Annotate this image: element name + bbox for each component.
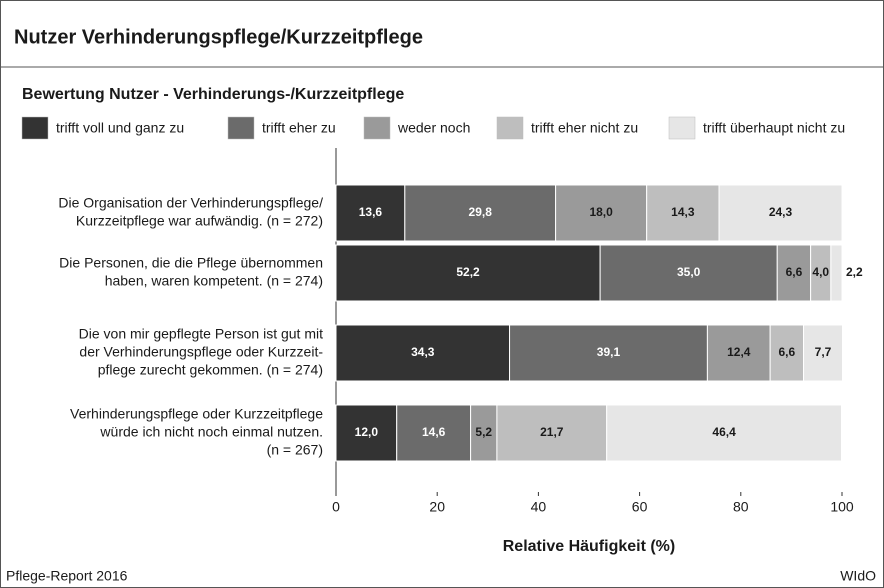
category-label: (n = 267) xyxy=(267,442,323,458)
value-label: 52,2 xyxy=(456,265,480,279)
legend-swatch xyxy=(363,116,391,140)
value-label: 21,7 xyxy=(540,425,564,439)
category-label: haben, waren kompetent. (n = 274) xyxy=(105,273,323,289)
value-label: 24,3 xyxy=(769,205,793,219)
bar-segment xyxy=(803,324,844,382)
chart-title: Nutzer Verhinderungspflege/Kurzzeitpfleg… xyxy=(14,26,423,48)
bar-segment xyxy=(776,244,812,302)
x-tick-label: 40 xyxy=(531,499,547,515)
legend-label: trifft voll und ganz zu xyxy=(56,120,184,136)
value-label: 39,1 xyxy=(597,345,621,359)
value-label: 46,4 xyxy=(712,425,736,439)
value-label: 12,4 xyxy=(727,345,751,359)
value-label: 2,2 xyxy=(846,265,863,279)
legend-swatch xyxy=(21,116,49,140)
value-label: 12,0 xyxy=(355,425,379,439)
chart-subtitle: Bewertung Nutzer - Verhinderungs-/Kurzze… xyxy=(22,86,404,103)
value-label: 6,6 xyxy=(779,345,796,359)
bar-segment xyxy=(396,404,472,462)
footer-left: Pflege-Report 2016 xyxy=(6,568,128,584)
footer-right: WIdO xyxy=(840,568,876,584)
legend-swatch xyxy=(227,116,255,140)
value-label: 5,2 xyxy=(475,425,492,439)
value-label: 13,6 xyxy=(359,205,383,219)
category-label: Die Organisation der Verhinderungspflege… xyxy=(58,195,323,211)
category-label: Verhinderungspflege oder Kurzzeitpflege xyxy=(70,406,323,422)
legend-label: trifft überhaupt nicht zu xyxy=(703,120,845,136)
bar-segment xyxy=(335,324,511,382)
category-label: pflege zurecht gekommen. (n = 274) xyxy=(98,362,323,378)
x-axis-title: Relative Häufigkeit (%) xyxy=(503,538,675,555)
value-label: 18,0 xyxy=(589,205,613,219)
legend-swatch xyxy=(668,116,696,140)
category-label: würde ich nicht noch einmal nutzen. xyxy=(99,424,323,440)
legend-label: trifft eher zu xyxy=(262,120,336,136)
bar-segment xyxy=(496,404,608,462)
value-label: 34,3 xyxy=(411,345,435,359)
bar-segment xyxy=(830,244,843,302)
value-label: 7,7 xyxy=(815,345,832,359)
value-label: 14,3 xyxy=(671,205,695,219)
category-label: Die Personen, die die Pflege übernommen xyxy=(59,255,323,271)
x-tick-label: 0 xyxy=(332,499,340,515)
bar-segment xyxy=(470,404,498,462)
value-label: 14,6 xyxy=(422,425,446,439)
value-label: 6,6 xyxy=(786,265,803,279)
legend-label: trifft eher nicht zu xyxy=(531,120,638,136)
bar-segment xyxy=(335,184,406,242)
value-label: 4,0 xyxy=(812,265,829,279)
x-tick-label: 60 xyxy=(632,499,648,515)
x-tick-label: 100 xyxy=(830,499,854,515)
x-tick-label: 20 xyxy=(429,499,445,515)
bar-segment xyxy=(706,324,771,382)
bar-segment xyxy=(335,244,601,302)
value-label: 29,8 xyxy=(469,205,493,219)
bar-segment xyxy=(606,404,842,462)
bar-segment xyxy=(769,324,805,382)
x-tick-label: 80 xyxy=(733,499,749,515)
bar-segment xyxy=(509,324,708,382)
category-label: Kurzzeitpflege war aufwändig. (n = 272) xyxy=(76,213,323,229)
value-label: 35,0 xyxy=(677,265,701,279)
category-label: der Verhinderungspflege oder Kurzzeit- xyxy=(79,344,323,360)
legend-label: weder noch xyxy=(397,120,470,136)
bar-segment xyxy=(599,244,778,302)
bar-segment xyxy=(335,404,398,462)
category-label: Die von mir gepflegte Person ist gut mit xyxy=(79,326,323,342)
bar-segment xyxy=(718,184,843,242)
legend-swatch xyxy=(496,116,524,140)
